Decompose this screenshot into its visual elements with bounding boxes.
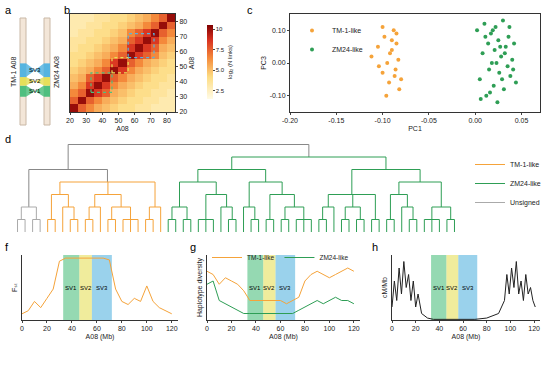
svg-text:SV1: SV1 — [29, 88, 41, 94]
svg-text:TM-1-like: TM-1-like — [247, 254, 274, 261]
svg-text:20: 20 — [66, 117, 74, 124]
svg-text:0: 0 — [390, 325, 394, 332]
svg-text:SV2: SV2 — [263, 285, 275, 291]
svg-text:g: g — [190, 241, 196, 253]
svg-text:100: 100 — [505, 325, 517, 332]
svg-text:TM-1-like: TM-1-like — [510, 161, 539, 168]
svg-text:40: 40 — [98, 117, 106, 124]
svg-text:-0.10: -0.10 — [375, 117, 391, 124]
svg-text:60: 60 — [131, 117, 139, 124]
svg-text:c: c — [247, 4, 253, 16]
svg-text:SV3: SV3 — [462, 285, 474, 291]
svg-text:TM-1 A08: TM-1 A08 — [10, 57, 17, 87]
svg-text:ZM24 A08: ZM24 A08 — [53, 56, 60, 88]
svg-text:SV2: SV2 — [29, 78, 41, 84]
svg-text:A08 (Mb): A08 (Mb) — [269, 333, 298, 341]
svg-text:120: 120 — [348, 325, 360, 332]
svg-text:40: 40 — [435, 325, 443, 332]
svg-text:30: 30 — [179, 93, 187, 100]
svg-text:cM/Mb: cM/Mb — [381, 277, 388, 298]
svg-text:60: 60 — [93, 325, 101, 332]
svg-text:Unsigned: Unsigned — [510, 199, 540, 207]
svg-text:-0.15: -0.15 — [328, 117, 344, 124]
svg-text:SV3: SV3 — [279, 285, 291, 291]
svg-text:20: 20 — [412, 325, 420, 332]
svg-text:100: 100 — [141, 325, 153, 332]
svg-text:100: 100 — [324, 325, 336, 332]
svg-text:ZM24-like: ZM24-like — [332, 46, 363, 53]
svg-text:ZM24-like: ZM24-like — [319, 254, 348, 261]
svg-text:SV2: SV2 — [80, 285, 92, 291]
svg-text:0.00: 0.00 — [468, 117, 482, 124]
svg-text:50: 50 — [179, 63, 187, 70]
svg-text:TM-1-like: TM-1-like — [332, 27, 361, 34]
svg-text:60: 60 — [459, 325, 467, 332]
svg-text:20: 20 — [228, 325, 236, 332]
svg-text:Haplotype diversity: Haplotype diversity — [196, 257, 204, 317]
svg-text:30: 30 — [82, 117, 90, 124]
svg-text:h: h — [372, 241, 378, 253]
svg-text:0: 0 — [205, 325, 209, 332]
svg-text:SV3: SV3 — [29, 67, 41, 73]
svg-text:A08: A08 — [188, 57, 195, 70]
svg-text:a: a — [5, 4, 12, 16]
svg-text:60: 60 — [277, 325, 285, 332]
svg-text:b: b — [64, 4, 70, 16]
svg-text:80: 80 — [179, 18, 187, 25]
svg-text:SV1: SV1 — [249, 285, 261, 291]
svg-text:2.5: 2.5 — [216, 88, 225, 94]
svg-text:ZM24-like: ZM24-like — [510, 180, 541, 187]
svg-text:120: 120 — [166, 325, 178, 332]
svg-text:80: 80 — [301, 325, 309, 332]
svg-text:80: 80 — [118, 325, 126, 332]
svg-text:60: 60 — [179, 48, 187, 55]
svg-text:log₂ (N links): log₂ (N links) — [227, 45, 233, 79]
svg-text:SV2: SV2 — [446, 285, 458, 291]
svg-text:7.5: 7.5 — [216, 47, 225, 53]
svg-text:0.05: 0.05 — [515, 117, 529, 124]
svg-text:A08 (Mb): A08 (Mb) — [452, 333, 481, 341]
svg-text:70: 70 — [147, 117, 155, 124]
svg-text:80: 80 — [163, 117, 171, 124]
svg-text:PC1: PC1 — [408, 125, 422, 132]
svg-text:20: 20 — [43, 325, 51, 332]
svg-text:SV3: SV3 — [96, 285, 108, 291]
svg-text:70: 70 — [179, 33, 187, 40]
svg-text:0.00: 0.00 — [272, 59, 286, 66]
svg-text:0.10: 0.10 — [272, 27, 286, 34]
svg-text:5.0: 5.0 — [216, 67, 225, 73]
svg-text:120: 120 — [528, 325, 540, 332]
svg-text:A08 (Mb): A08 (Mb) — [86, 333, 115, 341]
svg-text:40: 40 — [68, 325, 76, 332]
svg-text:0: 0 — [20, 325, 24, 332]
svg-text:40: 40 — [252, 325, 260, 332]
svg-text:-0.20: -0.20 — [282, 117, 298, 124]
svg-text:A08: A08 — [116, 125, 129, 132]
svg-text:-0.05: -0.05 — [421, 117, 437, 124]
svg-text:PC3: PC3 — [260, 56, 267, 70]
svg-text:80: 80 — [483, 325, 491, 332]
svg-text:Fₛₜ: Fₛₜ — [11, 283, 18, 292]
svg-text:40: 40 — [179, 78, 187, 85]
svg-text:50: 50 — [115, 117, 123, 124]
svg-text:d: d — [5, 133, 11, 145]
svg-text:SV1: SV1 — [433, 285, 445, 291]
svg-text:20: 20 — [179, 108, 187, 115]
svg-text:SV1: SV1 — [65, 285, 77, 291]
svg-text:f: f — [5, 241, 9, 253]
svg-text:-0.10: -0.10 — [270, 92, 286, 99]
svg-text:10: 10 — [216, 26, 223, 32]
